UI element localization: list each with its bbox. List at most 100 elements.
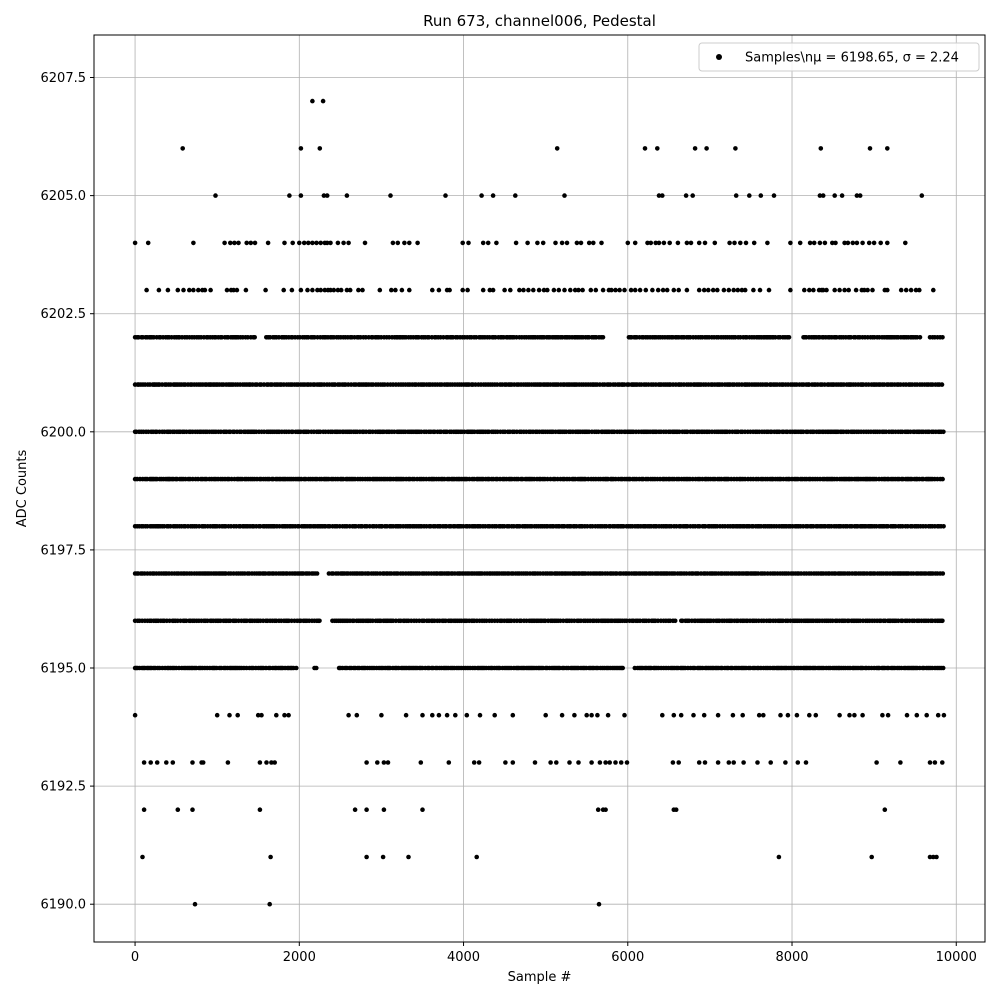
data-point — [721, 287, 727, 293]
data-point — [477, 712, 483, 718]
data-point — [321, 193, 327, 198]
data-point — [191, 240, 196, 246]
data-point — [867, 146, 873, 151]
data-point — [653, 240, 658, 246]
data-point — [328, 287, 333, 293]
data-point — [564, 240, 570, 246]
legend: Samples\nμ = 6198.65, σ = 2.24 — [698, 42, 980, 72]
data-point — [940, 476, 945, 482]
data-point — [559, 712, 565, 718]
data-point — [690, 193, 695, 198]
data-point — [589, 712, 594, 718]
data-point — [595, 807, 601, 812]
data-point — [715, 287, 720, 293]
data-point — [314, 571, 320, 576]
data-point — [420, 712, 425, 718]
data-point — [298, 146, 304, 151]
data-point — [314, 665, 319, 671]
data-point — [192, 901, 198, 907]
data-point — [939, 382, 945, 387]
data-point — [567, 760, 572, 765]
data-point — [607, 760, 612, 765]
data-point — [778, 712, 783, 718]
data-point — [338, 287, 344, 293]
data-point — [807, 240, 813, 246]
data-point — [878, 240, 883, 246]
data-point — [551, 287, 557, 293]
data-point — [267, 901, 273, 907]
data-point — [661, 240, 667, 246]
data-point — [833, 240, 838, 246]
data-point — [576, 287, 581, 293]
data-point — [306, 240, 311, 246]
data-point — [617, 287, 622, 293]
data-point — [346, 240, 351, 246]
data-point — [632, 287, 638, 293]
data-point — [747, 193, 752, 198]
data-point — [673, 807, 679, 812]
x-tick-label: 2000 — [283, 950, 316, 965]
data-point — [935, 712, 941, 718]
data-point — [346, 712, 351, 718]
data-point — [820, 193, 826, 198]
data-point — [656, 240, 662, 246]
data-point — [282, 240, 287, 246]
data-point — [314, 240, 319, 246]
data-point — [642, 146, 648, 151]
data-point — [940, 618, 945, 624]
data-point — [257, 807, 263, 812]
data-point — [766, 287, 772, 293]
data-point — [740, 712, 745, 718]
data-point — [214, 712, 220, 718]
data-point — [710, 287, 716, 293]
data-point — [352, 807, 358, 812]
data-point — [660, 193, 665, 198]
data-point — [548, 760, 553, 765]
data-point — [807, 287, 812, 293]
data-point — [786, 335, 792, 340]
data-point — [597, 760, 603, 765]
data-point — [407, 287, 412, 293]
data-point — [420, 807, 425, 812]
data-point — [286, 712, 291, 718]
data-point — [761, 712, 766, 718]
data-point — [364, 854, 369, 860]
data-point — [839, 193, 845, 198]
data-point — [927, 854, 933, 860]
data-point — [341, 240, 346, 246]
data-point — [712, 240, 718, 246]
data-point — [298, 287, 304, 293]
data-point — [290, 240, 296, 246]
data-point — [490, 287, 496, 293]
data-point — [696, 240, 702, 246]
data-point — [187, 287, 192, 293]
data-point — [446, 760, 452, 765]
data-point — [196, 287, 201, 293]
data-point — [208, 287, 213, 293]
data-point — [281, 287, 287, 293]
legend-label: Samples\nμ = 6198.65, σ = 2.24 — [745, 51, 959, 66]
data-point — [860, 240, 865, 246]
data-point — [231, 287, 236, 293]
legend-box — [698, 42, 980, 72]
data-point — [490, 193, 496, 198]
data-point — [403, 712, 409, 718]
data-point — [684, 287, 690, 293]
y-tick-label: 6192.5 — [41, 780, 87, 795]
data-point — [683, 193, 689, 198]
data-point — [479, 193, 484, 198]
data-point — [743, 240, 749, 246]
data-point — [244, 240, 249, 246]
data-point — [706, 287, 711, 293]
data-point — [609, 287, 614, 293]
data-point — [389, 287, 394, 293]
data-point — [885, 240, 890, 246]
data-point — [908, 287, 914, 293]
data-point — [385, 760, 391, 765]
data-point — [510, 760, 516, 765]
data-point — [795, 760, 801, 765]
data-point — [903, 240, 908, 246]
data-point — [914, 712, 920, 718]
data-point — [200, 760, 206, 765]
